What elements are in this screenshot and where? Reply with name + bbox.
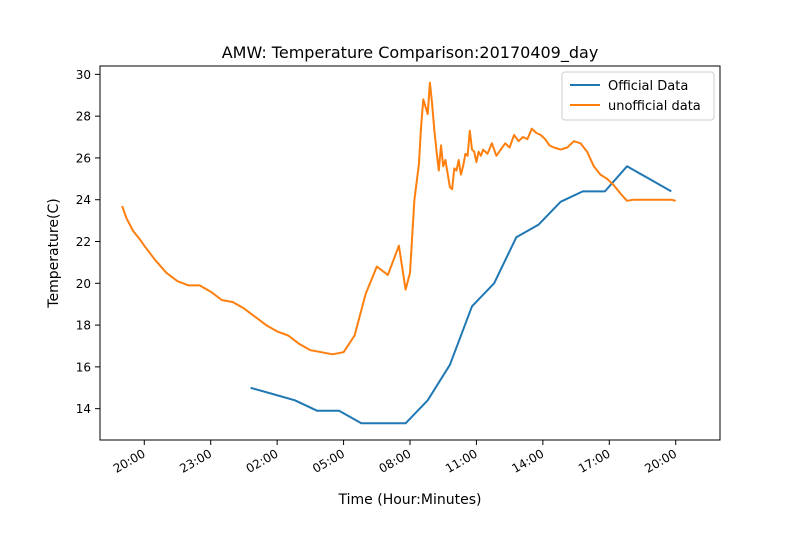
legend-label-official: Official Data <box>608 79 688 94</box>
y-tick-label: 24 <box>76 193 91 207</box>
legend: Official Data unofficial data <box>561 71 715 121</box>
y-tick-label: 22 <box>76 235 91 249</box>
y-tick-label: 26 <box>76 151 91 165</box>
y-axis-label: Temperature(C) <box>46 198 62 308</box>
y-tick-label: 14 <box>76 402 91 416</box>
series-line-official-data <box>250 165 672 425</box>
y-tick-label: 30 <box>76 68 91 82</box>
y-tick-label: 16 <box>76 360 91 374</box>
y-tick-label: 18 <box>76 319 91 333</box>
chart-title: AMW: Temperature Comparison:20170409_day <box>222 43 599 63</box>
x-axis-label: Time (Hour:Minutes) <box>338 492 482 508</box>
y-tick-label: 28 <box>76 110 91 124</box>
y-axis-ticks: 14 16 18 20 22 24 26 28 30 <box>76 68 100 416</box>
y-tick-label: 20 <box>76 277 91 291</box>
series-line-unofficial-data <box>121 81 676 356</box>
legend-label-unofficial: unofficial data <box>608 99 701 114</box>
plot-area <box>121 81 676 425</box>
